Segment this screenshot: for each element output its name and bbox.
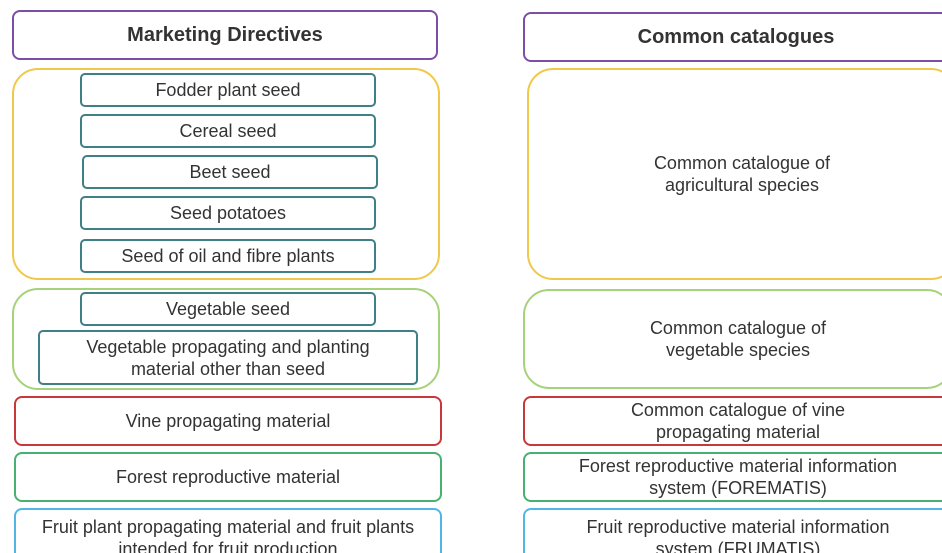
forest: Forest reproductive material	[14, 452, 442, 502]
left-title: Marketing Directives	[12, 10, 438, 60]
catalogue: Common catalogue of vine propagating mat…	[523, 396, 942, 446]
item: Vegetable propagating and planting mater…	[38, 330, 418, 385]
catalogue: Common catalogue of vegetable species	[523, 289, 942, 389]
fruit: Fruit plant propagating material and fru…	[14, 508, 442, 553]
vine: Vine propagating material	[14, 396, 442, 446]
catalogue: Common catalogue of agricultural species	[527, 68, 942, 280]
item: Seed potatoes	[80, 196, 376, 230]
item: Vegetable seed	[80, 292, 376, 326]
right-title: Common catalogues	[523, 12, 942, 62]
catalogue: Fruit reproductive material information …	[523, 508, 942, 553]
item: Beet seed	[82, 155, 378, 189]
item: Seed of oil and fibre plants	[80, 239, 376, 273]
item: Cereal seed	[80, 114, 376, 148]
item: Fodder plant seed	[80, 73, 376, 107]
catalogue: Forest reproductive material information…	[523, 452, 942, 502]
